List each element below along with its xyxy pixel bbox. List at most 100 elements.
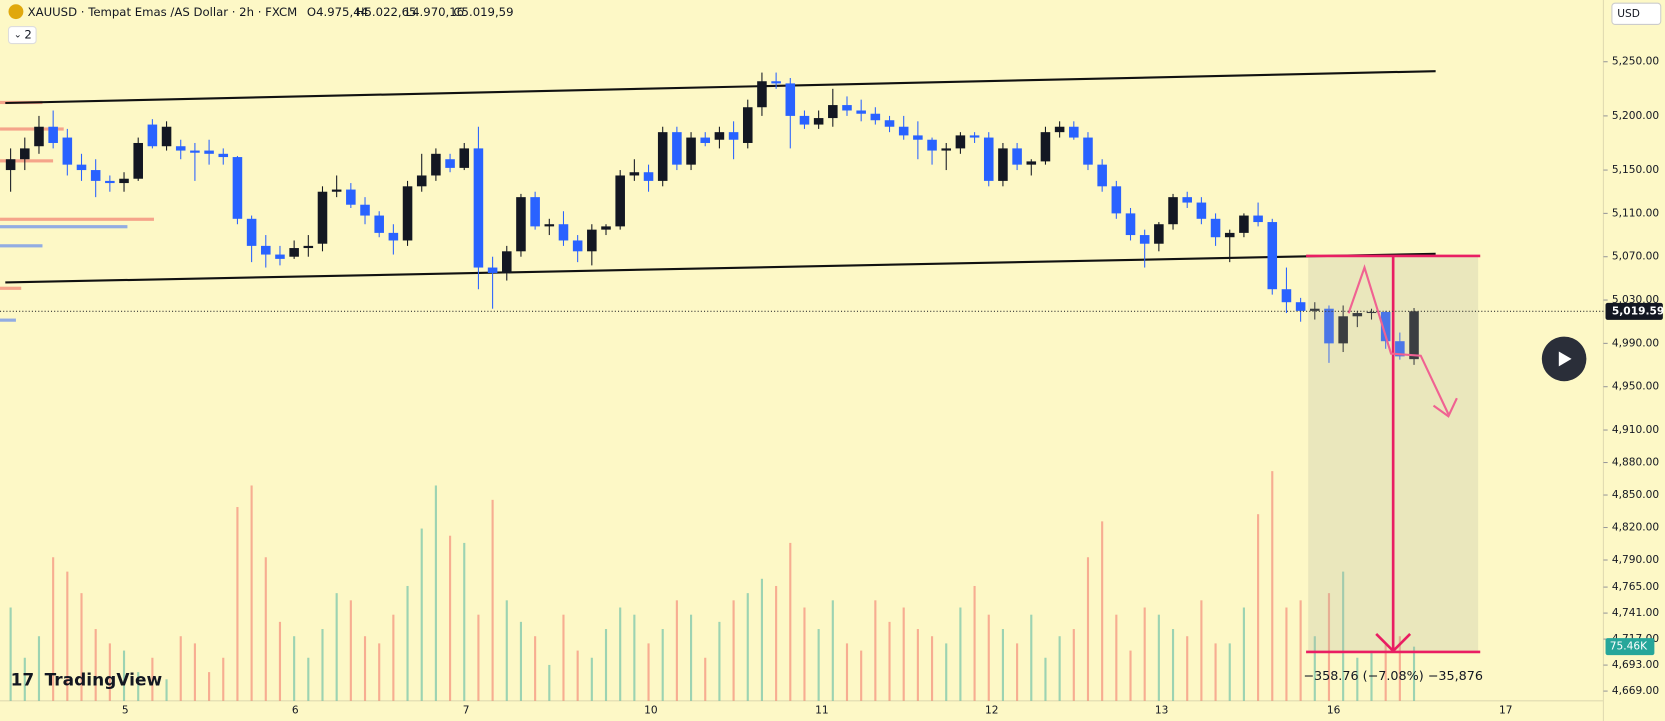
volume-bar bbox=[491, 499, 494, 701]
volume-bar bbox=[760, 578, 764, 701]
y-tick-label: 5,200.00 bbox=[1612, 109, 1659, 122]
volume-bar bbox=[94, 629, 97, 701]
y-tick-label: 5,030.00 bbox=[1612, 293, 1659, 306]
y-tick-label: 5,250.00 bbox=[1612, 55, 1659, 68]
currency: USD bbox=[1617, 7, 1640, 20]
candle-body bbox=[884, 120, 895, 127]
volume-bar bbox=[1072, 629, 1075, 701]
volume-bar bbox=[335, 593, 338, 701]
volume-bar bbox=[704, 657, 707, 701]
volume-bar bbox=[973, 585, 976, 701]
candle-body bbox=[1409, 311, 1419, 360]
candle-body bbox=[1182, 197, 1192, 203]
indicator-toggle[interactable] bbox=[7, 26, 37, 45]
candle-body bbox=[487, 267, 498, 273]
channel-top bbox=[5, 70, 1436, 105]
volume-bar bbox=[122, 650, 126, 701]
candle-body bbox=[728, 132, 739, 140]
volume-bar bbox=[1171, 629, 1175, 701]
candle-body bbox=[1069, 126, 1079, 138]
volume-bar bbox=[1342, 571, 1345, 701]
y-tick-label: 4,765.00 bbox=[1612, 580, 1659, 593]
indicator-count: 2 bbox=[24, 28, 31, 42]
volume-layer bbox=[9, 471, 1416, 701]
volume-bar bbox=[420, 528, 423, 701]
play-icon bbox=[1558, 351, 1572, 367]
volume-bar bbox=[222, 657, 225, 701]
candle-body bbox=[473, 148, 484, 268]
y-tick-label: 4,669.00 bbox=[1612, 684, 1659, 697]
volume-bar bbox=[1384, 643, 1387, 701]
x-tick-label: 13 bbox=[1155, 703, 1169, 716]
candle-body bbox=[813, 118, 824, 125]
volume-bar bbox=[1412, 646, 1416, 701]
candle-body bbox=[161, 126, 172, 147]
candle-body bbox=[941, 148, 952, 151]
candle-body bbox=[572, 240, 583, 252]
last-price-tag bbox=[1605, 302, 1663, 320]
volume-bar bbox=[1242, 607, 1245, 701]
candle-body bbox=[1395, 341, 1405, 357]
candle-body bbox=[119, 178, 129, 184]
volume-bar bbox=[647, 643, 650, 701]
x-tick-label: 17 bbox=[1499, 703, 1513, 716]
candle-body bbox=[927, 139, 937, 151]
candle-body bbox=[516, 197, 526, 252]
volume-bar bbox=[1228, 643, 1231, 701]
candle-body bbox=[62, 137, 73, 165]
measure-arrowhead bbox=[1375, 632, 1412, 653]
volume-bar bbox=[1058, 636, 1061, 701]
candle-body bbox=[1267, 222, 1278, 290]
candle-body bbox=[5, 159, 16, 171]
chevron: ⌄ bbox=[14, 30, 22, 41]
volume-bar bbox=[916, 629, 919, 701]
volume-bar bbox=[477, 614, 480, 701]
y-tick-label: 4,741.00 bbox=[1612, 606, 1659, 619]
candle-body bbox=[90, 170, 101, 181]
volume-bar bbox=[817, 629, 820, 701]
candle-body bbox=[657, 132, 668, 181]
candle-body bbox=[1139, 235, 1150, 244]
volume-bar bbox=[987, 614, 990, 701]
candle-body bbox=[445, 159, 455, 168]
x-tick-label: 7 bbox=[463, 703, 470, 716]
volume-bar bbox=[902, 607, 905, 701]
candle-body bbox=[388, 232, 399, 241]
volume-bar bbox=[1086, 557, 1090, 701]
currency-box[interactable] bbox=[1611, 2, 1662, 25]
volume-bar bbox=[1200, 600, 1203, 701]
volume-bar bbox=[1016, 643, 1019, 701]
volume-bar bbox=[548, 664, 551, 701]
volume-bar bbox=[108, 643, 111, 701]
candle-body bbox=[615, 175, 625, 227]
ohlc-low: L4.970,16 bbox=[406, 5, 464, 19]
volume-bar bbox=[363, 636, 367, 701]
candle-body bbox=[1125, 213, 1136, 236]
candle-body bbox=[1239, 215, 1249, 233]
candle-body bbox=[643, 172, 654, 181]
volume-bar bbox=[803, 607, 806, 701]
candle-body bbox=[1196, 202, 1207, 219]
candle-body bbox=[785, 83, 796, 116]
candle-body bbox=[1026, 161, 1037, 165]
y-tick-label: 4,910.00 bbox=[1612, 423, 1659, 436]
candle-body bbox=[700, 137, 711, 143]
volume-bar bbox=[37, 636, 41, 701]
y-tick-label: 5,110.00 bbox=[1612, 206, 1659, 219]
volume-bar bbox=[689, 614, 693, 701]
candle-body bbox=[1012, 148, 1022, 165]
volume-bar bbox=[775, 585, 778, 701]
candle-body bbox=[34, 126, 44, 147]
volume-bar bbox=[1299, 600, 1302, 701]
candle-body bbox=[601, 226, 611, 230]
volume-bar bbox=[406, 585, 409, 701]
candle-layer bbox=[5, 72, 1419, 365]
candle-body bbox=[771, 81, 781, 84]
volume-bar bbox=[675, 600, 678, 701]
volume-bar bbox=[278, 621, 282, 701]
candle-body bbox=[1224, 232, 1235, 238]
candle-body bbox=[955, 135, 966, 149]
candle-body bbox=[1097, 164, 1107, 187]
volume-bar bbox=[718, 621, 721, 701]
candle-body bbox=[913, 135, 923, 140]
